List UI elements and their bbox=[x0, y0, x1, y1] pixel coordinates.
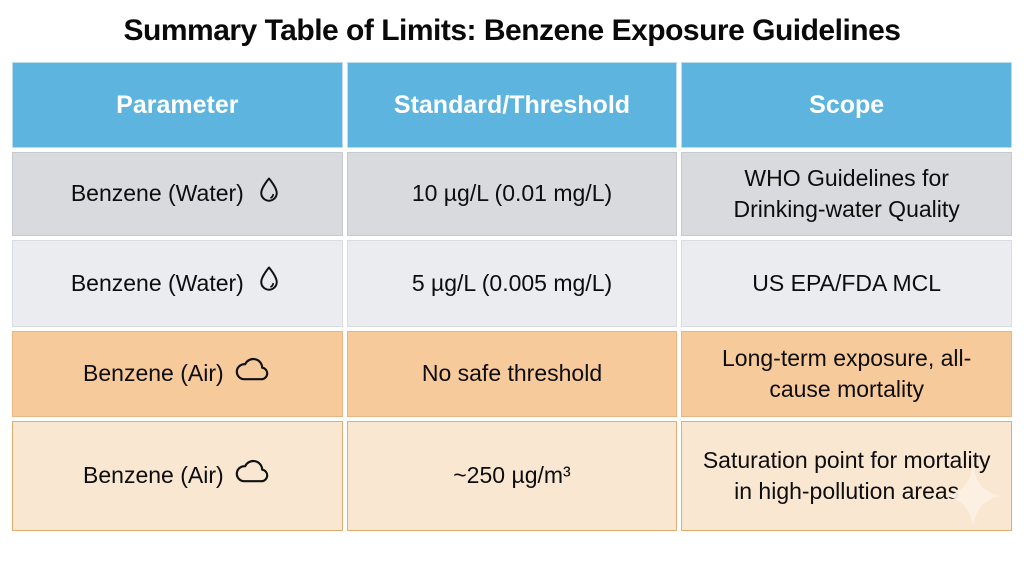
parameter-cell: Benzene (Air) bbox=[12, 331, 343, 417]
water-drop-icon bbox=[254, 175, 284, 213]
scope-label: WHO Guidelines for Drinking-water Qualit… bbox=[733, 164, 960, 222]
scope-cell: Saturation point for mortality in high-p… bbox=[681, 421, 1012, 531]
page-title: Summary Table of Limits: Benzene Exposur… bbox=[123, 14, 901, 47]
table-row-air-threshold: Benzene (Air) No safe threshold Long-ter… bbox=[12, 331, 1012, 417]
parameter-label: Benzene (Water) bbox=[70, 269, 244, 296]
scope-cell: Long-term exposure, all-cause mortality bbox=[681, 331, 1012, 417]
column-header-standard: Standard/Threshold bbox=[346, 62, 678, 148]
parameter-label: Benzene (Air) bbox=[83, 360, 224, 387]
parameter-label: Benzene (Water) bbox=[70, 180, 244, 207]
column-header-scope: Scope bbox=[681, 62, 1012, 148]
scope-cell: WHO Guidelines for Drinking-water Qualit… bbox=[681, 152, 1012, 236]
scope-label: Long-term exposure, all-cause mortality bbox=[722, 344, 972, 402]
standard-cell: ~250 µg/m³ bbox=[346, 421, 678, 531]
parameter-cell: Benzene (Water) bbox=[12, 152, 343, 236]
standard-cell: 5 µg/L (0.005 mg/L) bbox=[346, 240, 678, 327]
benzene-limits-table: Parameter Standard/Threshold Scope Benze… bbox=[8, 58, 1016, 535]
scope-label: Saturation point for mortality in high-p… bbox=[702, 446, 991, 504]
cloud-icon bbox=[234, 356, 272, 391]
standard-cell: No safe threshold bbox=[346, 331, 678, 417]
parameter-label: Benzene (Air) bbox=[83, 462, 224, 489]
cloud-icon bbox=[234, 458, 272, 493]
scope-label: US EPA/FDA MCL bbox=[752, 269, 942, 296]
table-row-water-epa: Benzene (Water) 5 µg/L (0.005 mg/L) US E… bbox=[12, 240, 1012, 327]
parameter-cell: Benzene (Air) bbox=[12, 421, 343, 531]
table-row-air-saturation: Benzene (Air) ~250 µg/m³ Saturation poin… bbox=[12, 421, 1012, 531]
water-drop-icon bbox=[254, 264, 284, 302]
scope-cell: US EPA/FDA MCL bbox=[681, 240, 1012, 327]
limits-table-wrapper: Parameter Standard/Threshold Scope Benze… bbox=[8, 58, 1016, 535]
parameter-cell: Benzene (Water) bbox=[12, 240, 343, 327]
column-header-parameter: Parameter bbox=[12, 62, 343, 148]
table-header-row: Parameter Standard/Threshold Scope bbox=[12, 62, 1012, 148]
table-row-water-who: Benzene (Water) 10 µg/L (0.01 mg/L) WHO … bbox=[12, 152, 1012, 236]
standard-cell: 10 µg/L (0.01 mg/L) bbox=[346, 152, 678, 236]
